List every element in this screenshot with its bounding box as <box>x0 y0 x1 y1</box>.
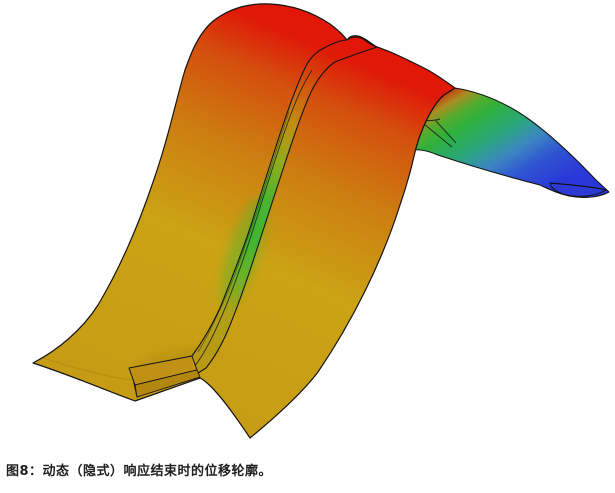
displacement-contour-plot <box>32 3 610 439</box>
rib-end-cap-underside <box>134 369 201 398</box>
figure-caption: 图8：动态（隐式）响应结束时的位移轮廓。 <box>6 464 273 479</box>
rib-inner-line-left <box>197 111 290 353</box>
sheet-back-face <box>413 87 610 198</box>
stiffener-rib <box>130 36 378 398</box>
curl-crease-line <box>549 182 607 191</box>
rib-inner-line-right <box>193 69 313 368</box>
